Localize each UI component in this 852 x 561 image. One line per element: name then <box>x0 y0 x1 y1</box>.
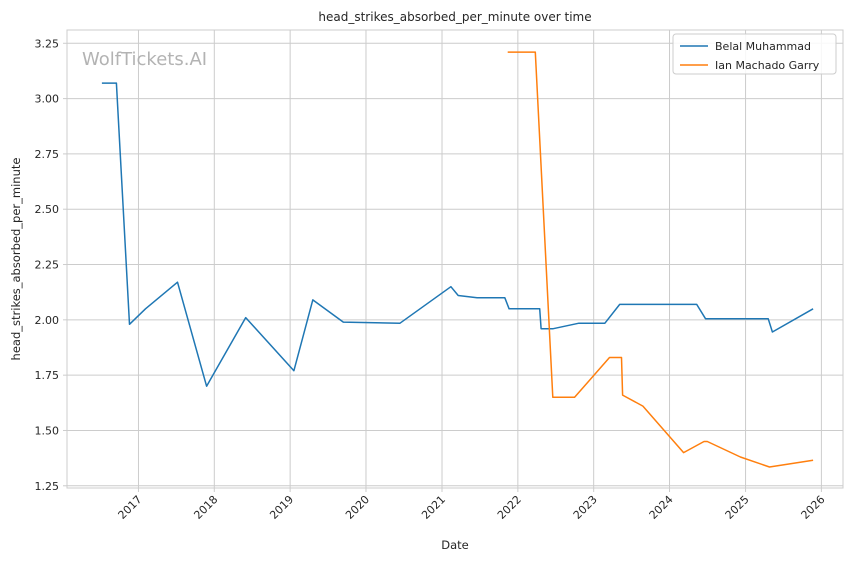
series-line-ian-machado-garry <box>507 51 814 468</box>
x-axis-label: Date <box>441 538 469 552</box>
y-axis-label: head_strikes_absorbed_per_minute <box>9 158 23 361</box>
series-layer <box>101 51 814 468</box>
y-tick-label: 2.50 <box>35 203 60 216</box>
y-tick-label: 1.50 <box>35 424 60 437</box>
y-tick-label: 1.75 <box>35 369 60 382</box>
chart-title: head_strikes_absorbed_per_minute over ti… <box>318 10 591 24</box>
legend-box <box>672 33 837 75</box>
y-tick-label: 2.00 <box>35 314 60 327</box>
watermark-text: WolfTickets.AI <box>82 49 207 70</box>
plot-frame <box>66 29 844 489</box>
legend-entry-label: Ian Machado Garry <box>715 59 820 72</box>
y-tick-label: 2.25 <box>35 259 60 272</box>
y-axis: 1.25 1.50 1.75 2.00 2.25 2.50 2.75 3.00 3.25 <box>35 37 67 493</box>
series-line-belal-muhammad <box>101 82 814 387</box>
y-tick-label: 1.25 <box>35 480 60 493</box>
legend: Belal Muhammad Ian Machado Garry <box>672 33 837 75</box>
y-tick-label: 3.00 <box>35 93 60 106</box>
y-tick-label: 2.75 <box>35 148 60 161</box>
legend-entry-label: Belal Muhammad <box>715 40 811 53</box>
y-tick-label: 3.25 <box>35 37 60 50</box>
